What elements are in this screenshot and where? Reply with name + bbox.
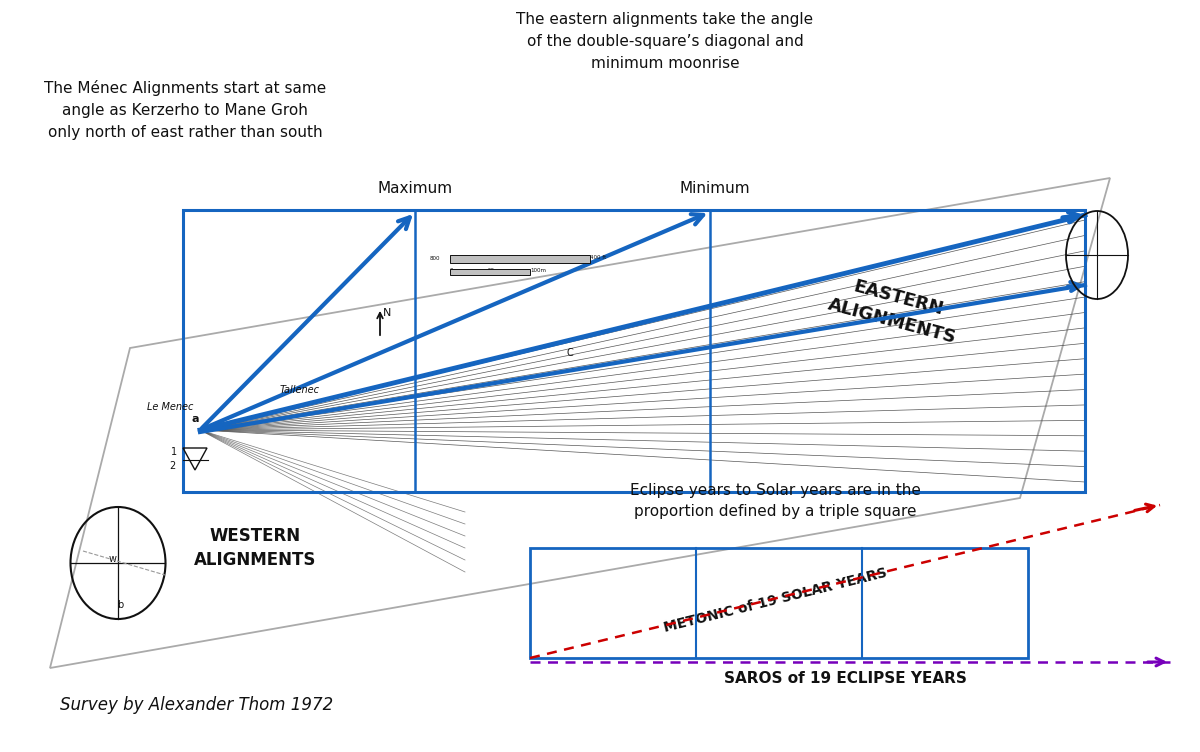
Text: w: w xyxy=(109,554,118,564)
Text: 2: 2 xyxy=(169,461,175,471)
Text: a: a xyxy=(191,414,199,424)
Text: N: N xyxy=(383,308,391,318)
Text: 0: 0 xyxy=(450,255,454,260)
Bar xyxy=(450,269,530,275)
Text: 100: 100 xyxy=(485,255,496,260)
Text: WESTERN
ALIGNMENTS: WESTERN ALIGNMENTS xyxy=(194,527,316,569)
Text: 800: 800 xyxy=(430,256,440,261)
Text: C: C xyxy=(566,348,574,358)
Text: Le Menec: Le Menec xyxy=(148,402,193,412)
Text: 0: 0 xyxy=(450,268,454,273)
Text: METONIC of 19 SOLAR YEARS: METONIC of 19 SOLAR YEARS xyxy=(662,566,888,635)
Text: 300: 300 xyxy=(554,255,565,260)
Text: Maximum: Maximum xyxy=(378,181,452,196)
Text: 100m: 100m xyxy=(530,268,546,273)
Text: Eclipse years to Solar years are in the
proportion defined by a triple square: Eclipse years to Solar years are in the … xyxy=(630,483,920,519)
Text: 50: 50 xyxy=(488,268,496,273)
Text: 200: 200 xyxy=(520,255,530,260)
Text: 400 ft: 400 ft xyxy=(590,255,606,260)
Text: Minimum: Minimum xyxy=(679,181,750,196)
Text: 1: 1 xyxy=(170,447,178,457)
Text: SAROS of 19 ECLIPSE YEARS: SAROS of 19 ECLIPSE YEARS xyxy=(724,671,966,686)
Text: EASTERN
ALIGNMENTS: EASTERN ALIGNMENTS xyxy=(826,273,965,347)
Text: Tallenec: Tallenec xyxy=(280,385,320,395)
Text: The Ménec Alignments start at same
angle as Kerzerho to Mane Groh
only north of : The Ménec Alignments start at same angle… xyxy=(44,80,326,141)
Bar xyxy=(450,255,590,263)
Text: b: b xyxy=(116,600,124,610)
Text: Survey by Alexander Thom 1972: Survey by Alexander Thom 1972 xyxy=(60,696,334,714)
Text: The eastern alignments take the angle
of the double-square’s diagonal and
minimu: The eastern alignments take the angle of… xyxy=(516,12,814,71)
